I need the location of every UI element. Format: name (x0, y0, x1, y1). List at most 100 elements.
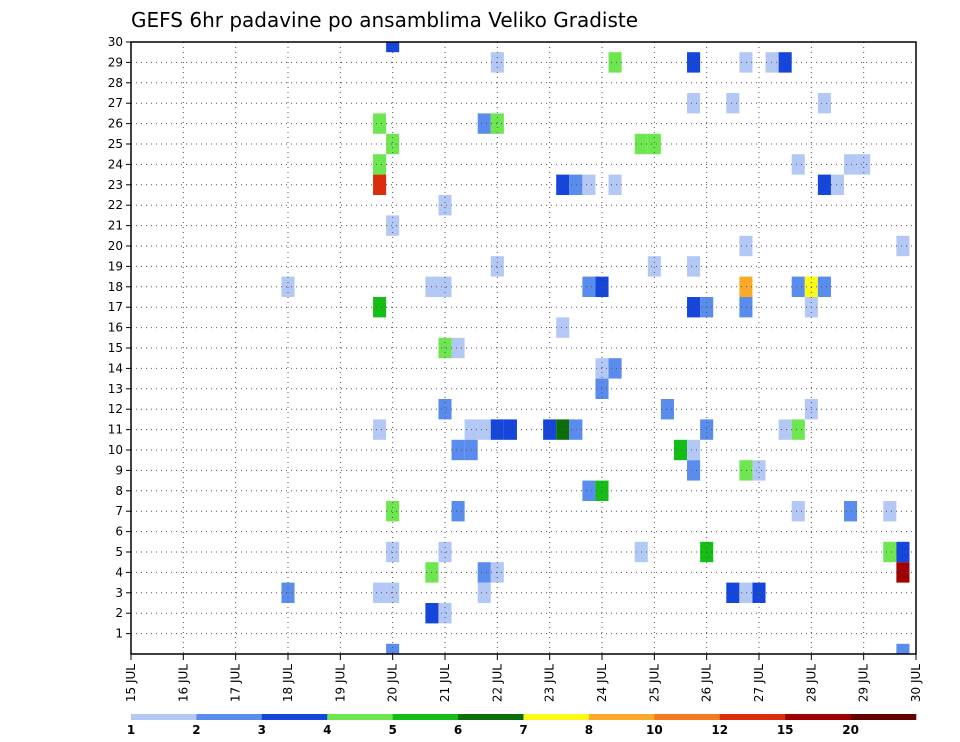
heatmap-cell-46 (739, 297, 753, 318)
y-tick-label-15: 15 (108, 341, 123, 355)
heatmap-cell-20 (373, 174, 387, 195)
x-tick-label-13: 28 JUL (804, 664, 818, 702)
x-tick-label-9: 24 JUL (595, 664, 609, 702)
legend-label-5: 5 (388, 723, 396, 737)
y-tick-label-12: 12 (108, 402, 123, 416)
heatmap-cell-42 (817, 276, 831, 297)
y-tick-label-18: 18 (108, 280, 123, 294)
legend-swatch-3 (261, 714, 328, 720)
x-tick-label-5: 20 JUL (386, 664, 400, 702)
heatmap-cell-63 (556, 419, 570, 440)
heatmap-cell-4 (739, 52, 753, 73)
heatmap-cell-27 (438, 195, 452, 216)
legend-swatch-8 (588, 714, 655, 720)
heatmap-cell-62 (543, 419, 557, 440)
cells-layer (281, 42, 910, 654)
legend-swatch-7 (523, 714, 590, 720)
legend-label-6: 6 (454, 723, 462, 737)
x-tick-label-10: 25 JUL (647, 664, 661, 702)
heatmap-cell-40 (791, 276, 805, 297)
heatmap-cell-23 (582, 174, 596, 195)
legend-label-20: 20 (842, 723, 859, 737)
heatmap-cell-31 (490, 256, 504, 277)
heatmap-cell-16 (373, 154, 387, 175)
heatmap-cell-89 (477, 562, 491, 583)
y-tick-label-4: 4 (115, 565, 123, 579)
heatmap-cell-77 (386, 501, 400, 522)
legend-label-1: 1 (127, 723, 135, 737)
heatmap-cell-36 (438, 276, 452, 297)
y-tick-label-24: 24 (108, 157, 123, 171)
y-tick-label-27: 27 (108, 96, 123, 110)
heatmap-cell-74 (752, 460, 766, 481)
heatmap-cell-34 (281, 276, 295, 297)
y-tick-label-16: 16 (108, 321, 123, 335)
legend-swatch-5 (392, 714, 459, 720)
legend-label-2: 2 (192, 723, 200, 737)
heatmap-cell-71 (687, 439, 701, 461)
heatmap-cell-102 (896, 643, 910, 654)
x-tick-label-12: 27 JUL (752, 664, 766, 702)
x-tick-label-7: 22 JUL (490, 664, 504, 702)
heatmap-cell-25 (817, 174, 831, 195)
heatmap-cell-9 (817, 93, 831, 114)
x-tick-label-11: 26 JUL (700, 664, 714, 702)
heatmap-cell-61 (503, 419, 517, 440)
x-tick-label-4: 19 JUL (333, 664, 347, 702)
heatmap-cell-3 (687, 52, 701, 73)
legend-label-12: 12 (711, 723, 728, 737)
heatmap-cell-29 (739, 235, 753, 257)
heatmap-cell-30 (896, 235, 910, 257)
heatmap-cell-75 (582, 480, 596, 501)
legend-swatch-4 (327, 714, 393, 720)
y-tick-label-11: 11 (108, 423, 123, 437)
heatmap-cell-93 (373, 582, 387, 603)
heatmap-cell-15 (647, 133, 661, 155)
x-tick-label-6: 21 JUL (438, 664, 452, 702)
heatmap-cell-81 (883, 501, 897, 522)
legend-swatch-2 (196, 714, 263, 720)
legend-swatch-11 (785, 714, 851, 720)
heatmap-cell-54 (438, 399, 452, 420)
y-tick-label-20: 20 (108, 239, 123, 253)
heatmap-cell-55 (660, 399, 674, 420)
heatmap-cell-44 (687, 297, 701, 318)
heatmap-cell-6 (778, 52, 792, 73)
legend-swatch-10 (719, 714, 786, 720)
heatmap-cell-13 (386, 133, 400, 155)
heatmap-cell-2 (608, 52, 622, 73)
heatmap-cell-78 (451, 501, 465, 522)
heatmap-cell-11 (477, 113, 491, 134)
heatmap-cell-68 (451, 439, 465, 461)
heatmap-cell-101 (386, 643, 400, 654)
heatmap-cell-100 (438, 603, 452, 624)
colorbar-legend: 1 2 3 4 5 6 7 8 10 12 15 20 (127, 714, 917, 737)
legend-label-10: 10 (646, 723, 663, 737)
x-tick-label-0: 15 JUL (124, 664, 138, 702)
y-tick-label-23: 23 (108, 178, 123, 192)
heatmap-cell-66 (778, 419, 792, 440)
legend-label-3: 3 (258, 723, 266, 737)
legend-label-7: 7 (519, 723, 527, 737)
y-tick-label-3: 3 (115, 586, 123, 600)
heatmap-cell-79 (791, 501, 805, 522)
heatmap-cell-17 (791, 154, 805, 175)
heatmap-cell-91 (896, 562, 910, 583)
legend-label-8: 8 (585, 723, 593, 737)
heatmap-cell-33 (687, 256, 701, 277)
heatmap-cell-67 (791, 419, 805, 440)
heatmap-cell-37 (582, 276, 596, 297)
heatmap-cell-97 (739, 582, 753, 603)
heatmap-cell-60 (490, 419, 504, 440)
y-tick-label-22: 22 (108, 198, 123, 212)
heatmap-cell-7 (687, 93, 701, 114)
y-tick-label-5: 5 (115, 545, 123, 559)
heatmap-cell-72 (687, 460, 701, 481)
y-tick-label-19: 19 (108, 259, 123, 273)
heatmap-cell-18 (844, 154, 858, 175)
y-tick-label-2: 2 (115, 606, 123, 620)
heatmap-cell-52 (608, 358, 622, 379)
heatmap-cell-80 (844, 501, 858, 522)
y-tick-label-29: 29 (108, 55, 123, 69)
